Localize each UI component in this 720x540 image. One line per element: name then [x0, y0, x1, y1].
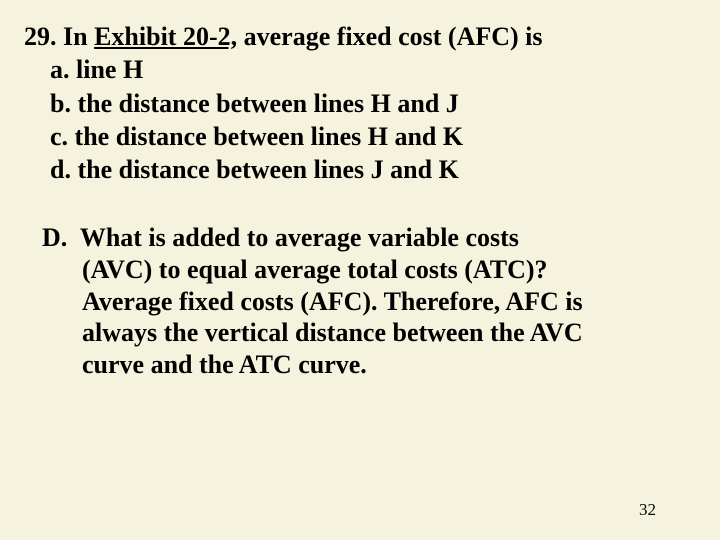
option-c: c. the distance between lines H and K: [44, 120, 692, 153]
question-stem: 29. In Exhibit 20-2, average fixed cost …: [24, 20, 692, 53]
answer-line-5: curve and the ATC curve.: [42, 349, 692, 381]
question-block: 29. In Exhibit 20-2, average fixed cost …: [24, 20, 692, 186]
option-d: d. the distance between lines J and K: [44, 153, 692, 186]
answer-block: D. What is added to average variable cos…: [24, 222, 692, 381]
question-suffix: average fixed cost (AFC) is: [237, 22, 542, 51]
page-number: 32: [639, 500, 656, 520]
answer-label: D.: [42, 223, 67, 252]
question-number: 29.: [24, 22, 57, 51]
answer-line-3: Average fixed costs (AFC). Therefore, AF…: [42, 286, 692, 318]
question-underlined: Exhibit 20-2,: [94, 22, 237, 51]
options-list: a. line H b. the distance between lines …: [24, 53, 692, 186]
answer-line-2: (AVC) to equal average total costs (ATC)…: [42, 254, 692, 286]
answer-line-1: D. What is added to average variable cos…: [42, 222, 692, 254]
answer-line-4: always the vertical distance between the…: [42, 317, 692, 349]
answer-text-1: What is added to average variable costs: [80, 223, 519, 252]
question-prefix: In: [63, 22, 94, 51]
option-b: b. the distance between lines H and J: [44, 87, 692, 120]
option-a: a. line H: [44, 53, 692, 86]
